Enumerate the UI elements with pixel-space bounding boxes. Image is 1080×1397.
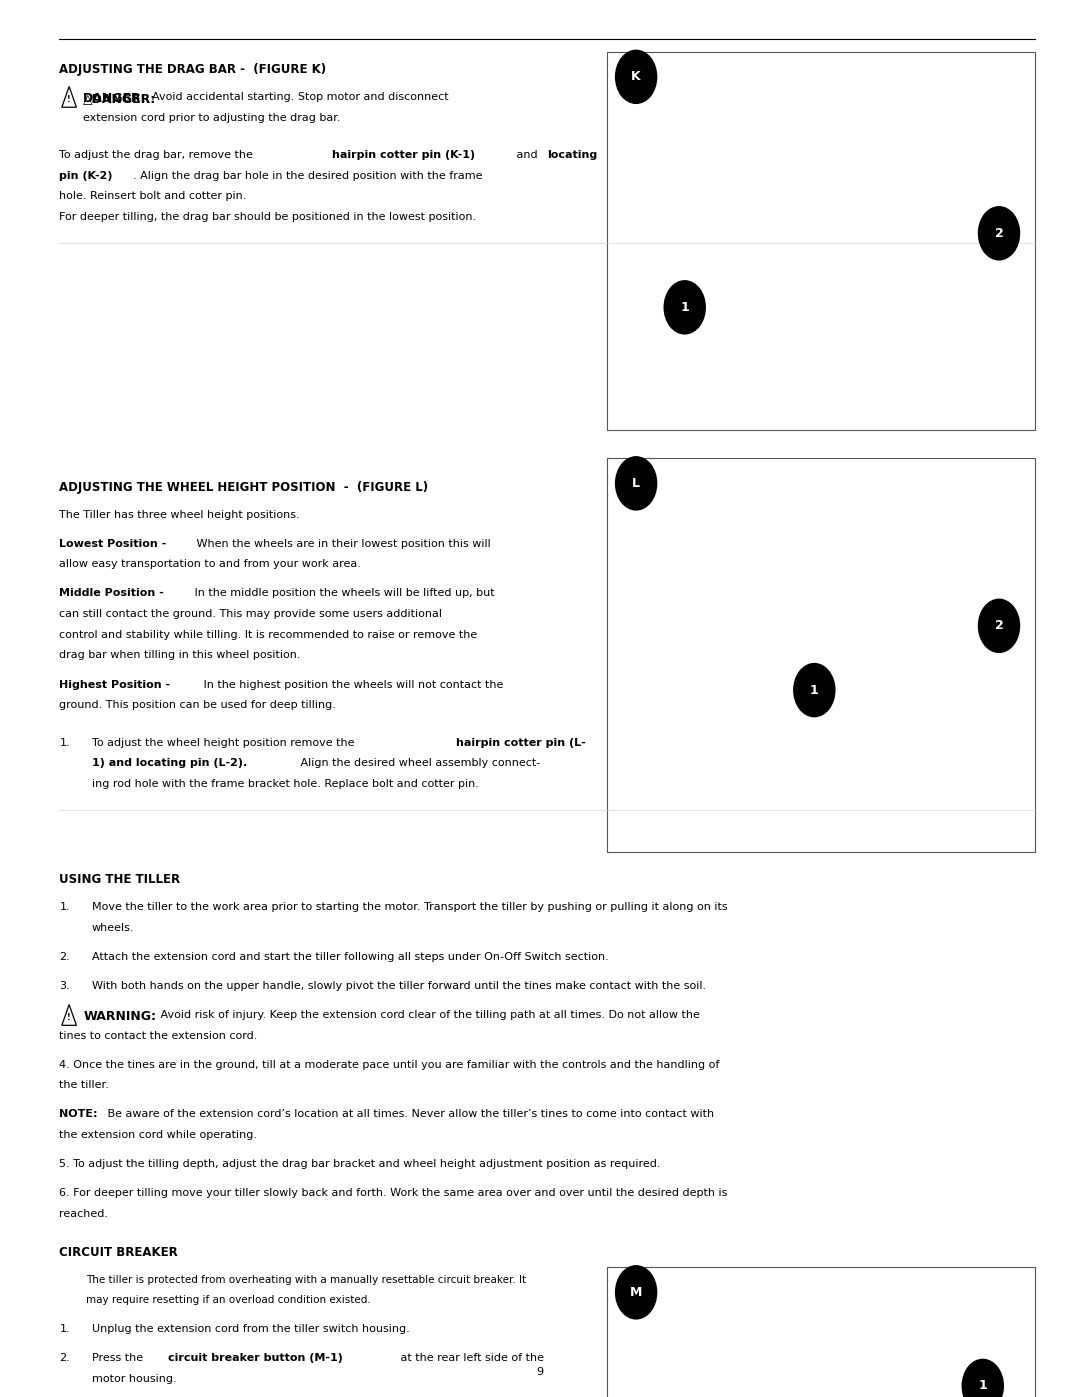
Text: 9: 9 <box>537 1366 543 1377</box>
Text: Attach the extension cord and start the tiller following all steps under On-Off : Attach the extension cord and start the … <box>92 951 608 963</box>
Text: hairpin cotter pin (K-1): hairpin cotter pin (K-1) <box>332 149 475 161</box>
Circle shape <box>978 207 1020 260</box>
Text: The tiller is protected from overheating with a manually resettable circuit brea: The tiller is protected from overheating… <box>86 1275 527 1285</box>
Circle shape <box>616 457 657 510</box>
Text: hole. Reinsert bolt and cotter pin.: hole. Reinsert bolt and cotter pin. <box>59 191 246 201</box>
Text: Lowest Position -: Lowest Position - <box>59 539 166 549</box>
Text: ground. This position can be used for deep tilling.: ground. This position can be used for de… <box>59 700 336 710</box>
Text: 1: 1 <box>810 683 819 697</box>
Circle shape <box>794 664 835 717</box>
Text: 2.: 2. <box>59 1352 70 1363</box>
Bar <box>607 1267 1035 1397</box>
Text: pin (K-2): pin (K-2) <box>59 170 113 180</box>
Text: ADJUSTING THE WHEEL HEIGHT POSITION  -  (FIGURE L): ADJUSTING THE WHEEL HEIGHT POSITION - (F… <box>59 481 429 493</box>
Circle shape <box>978 599 1020 652</box>
Text: M: M <box>630 1285 643 1299</box>
Text: ADJUSTING THE DRAG BAR -  (FIGURE K): ADJUSTING THE DRAG BAR - (FIGURE K) <box>59 63 326 75</box>
Text: 2: 2 <box>995 226 1003 240</box>
Text: and: and <box>513 149 541 161</box>
Bar <box>607 458 1035 852</box>
Text: To adjust the drag bar, remove the: To adjust the drag bar, remove the <box>59 149 257 161</box>
Text: 1.: 1. <box>59 902 70 912</box>
Text: allow easy transportation to and from your work area.: allow easy transportation to and from yo… <box>59 559 362 570</box>
Circle shape <box>962 1359 1003 1397</box>
Text: the extension cord while operating.: the extension cord while operating. <box>59 1130 257 1140</box>
Text: drag bar when tilling in this wheel position.: drag bar when tilling in this wheel posi… <box>59 651 301 661</box>
Text: 5. To adjust the tilling depth, adjust the drag bar bracket and wheel height adj: 5. To adjust the tilling depth, adjust t… <box>59 1160 661 1169</box>
Text: L: L <box>632 476 640 490</box>
Text: Be aware of the extension cord’s location at all times. Never allow the tiller’s: Be aware of the extension cord’s locatio… <box>104 1109 714 1119</box>
Text: 1.: 1. <box>59 1324 70 1334</box>
Text: ing rod hole with the frame bracket hole. Replace bolt and cotter pin.: ing rod hole with the frame bracket hole… <box>92 780 478 789</box>
Text: 1) and locating pin (L-2).: 1) and locating pin (L-2). <box>92 759 247 768</box>
Text: can still contact the ground. This may provide some users additional: can still contact the ground. This may p… <box>59 609 443 619</box>
Text: . Align the drag bar hole in the desired position with the frame: . Align the drag bar hole in the desired… <box>133 170 483 180</box>
Text: For deeper tilling, the drag bar should be positioned in the lowest position.: For deeper tilling, the drag bar should … <box>59 212 476 222</box>
Text: Avoid accidental starting. Stop motor and disconnect: Avoid accidental starting. Stop motor an… <box>152 92 449 102</box>
Text: control and stability while tilling. It is recommended to raise or remove the: control and stability while tilling. It … <box>59 630 477 640</box>
Text: To adjust the wheel height position remove the: To adjust the wheel height position remo… <box>92 738 357 747</box>
Text: locating: locating <box>548 149 598 161</box>
Text: !: ! <box>67 1013 71 1021</box>
Text: reached.: reached. <box>59 1208 108 1220</box>
Bar <box>607 52 1035 430</box>
Text: extension cord prior to adjusting the drag bar.: extension cord prior to adjusting the dr… <box>83 113 340 123</box>
Text: K: K <box>632 70 640 84</box>
Text: Highest Position -: Highest Position - <box>59 679 171 690</box>
Text: 1: 1 <box>680 300 689 314</box>
Text: CIRCUIT BREAKER: CIRCUIT BREAKER <box>59 1246 178 1260</box>
Text: 2.: 2. <box>59 951 70 963</box>
Text: may require resetting if an overload condition existed.: may require resetting if an overload con… <box>86 1295 372 1305</box>
Text: When the wheels are in their lowest position this will: When the wheels are in their lowest posi… <box>193 539 491 549</box>
Text: 6. For deeper tilling move your tiller slowly back and forth. Work the same area: 6. For deeper tilling move your tiller s… <box>59 1189 728 1199</box>
Text: WARNING:: WARNING: <box>83 1010 157 1023</box>
Text: motor housing.: motor housing. <box>92 1373 176 1383</box>
Text: 1: 1 <box>978 1379 987 1393</box>
Text: !: ! <box>67 95 71 103</box>
Text: 3.: 3. <box>59 981 70 990</box>
Text: tines to contact the extension cord.: tines to contact the extension cord. <box>59 1031 258 1041</box>
Text: Move the tiller to the work area prior to starting the motor. Transport the till: Move the tiller to the work area prior t… <box>92 902 728 912</box>
Text: 2: 2 <box>995 619 1003 633</box>
Text: In the highest position the wheels will not contact the: In the highest position the wheels will … <box>200 679 503 690</box>
Text: Middle Position -: Middle Position - <box>59 588 164 598</box>
Text: 1.: 1. <box>59 738 70 747</box>
Text: The Tiller has three wheel height positions.: The Tiller has three wheel height positi… <box>59 510 300 520</box>
Text: wheels.: wheels. <box>92 923 134 933</box>
Text: In the middle position the wheels will be lifted up, but: In the middle position the wheels will b… <box>191 588 495 598</box>
Circle shape <box>664 281 705 334</box>
Text: With both hands on the upper handle, slowly pivot the tiller forward until the t: With both hands on the upper handle, slo… <box>92 981 706 990</box>
Circle shape <box>616 50 657 103</box>
Text: at the rear left side of the: at the rear left side of the <box>397 1352 544 1363</box>
Text: Avoid risk of injury. Keep the extension cord clear of the tilling path at all t: Avoid risk of injury. Keep the extension… <box>157 1010 700 1020</box>
Text: hairpin cotter pin (L-: hairpin cotter pin (L- <box>456 738 585 747</box>
Text: Press the: Press the <box>92 1352 147 1363</box>
Text: circuit breaker button (M-1): circuit breaker button (M-1) <box>168 1352 343 1363</box>
Text: the tiller.: the tiller. <box>59 1080 109 1091</box>
Circle shape <box>616 1266 657 1319</box>
Text: Align the desired wheel assembly connect-: Align the desired wheel assembly connect… <box>297 759 540 768</box>
Text: △DANGER:: △DANGER: <box>83 92 157 105</box>
Text: 4. Once the tines are in the ground, till at a moderate pace until you are famil: 4. Once the tines are in the ground, til… <box>59 1060 719 1070</box>
Text: Unplug the extension cord from the tiller switch housing.: Unplug the extension cord from the tille… <box>92 1324 409 1334</box>
Text: DANGER:: DANGER: <box>83 92 147 105</box>
Text: NOTE:: NOTE: <box>59 1109 98 1119</box>
Text: USING THE TILLER: USING THE TILLER <box>59 873 180 886</box>
